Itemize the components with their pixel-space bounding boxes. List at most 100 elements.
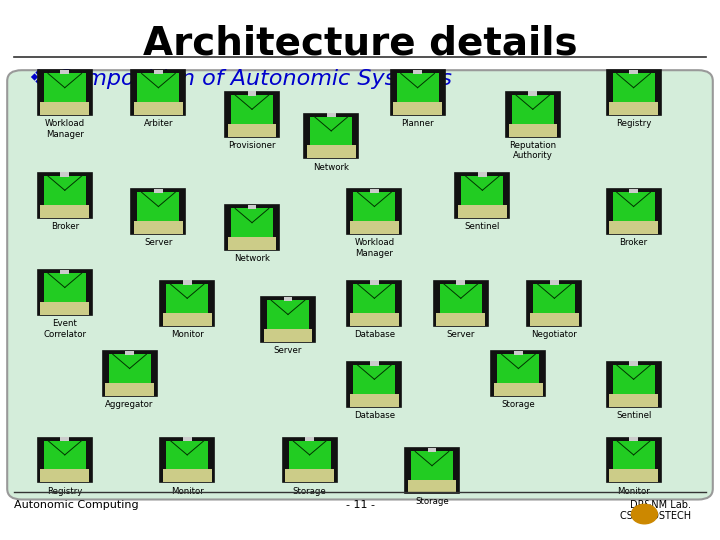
FancyBboxPatch shape [264,329,312,342]
FancyBboxPatch shape [530,313,579,326]
FancyBboxPatch shape [613,441,654,469]
FancyBboxPatch shape [231,95,273,124]
FancyBboxPatch shape [134,221,183,234]
Text: Negotiator: Negotiator [531,330,577,339]
FancyBboxPatch shape [248,91,256,96]
FancyBboxPatch shape [498,354,539,383]
FancyBboxPatch shape [613,192,654,221]
FancyBboxPatch shape [458,205,507,218]
FancyBboxPatch shape [350,313,399,326]
FancyBboxPatch shape [60,269,69,274]
FancyBboxPatch shape [606,190,661,234]
FancyBboxPatch shape [154,188,163,193]
Text: Server: Server [446,330,475,339]
FancyBboxPatch shape [397,73,438,102]
Text: Workload
Manager: Workload Manager [45,119,85,139]
FancyBboxPatch shape [393,102,442,115]
FancyBboxPatch shape [508,124,557,137]
Text: Server: Server [144,238,173,247]
FancyBboxPatch shape [183,437,192,441]
FancyBboxPatch shape [163,313,212,326]
FancyBboxPatch shape [456,280,465,285]
FancyBboxPatch shape [40,205,89,218]
FancyBboxPatch shape [609,102,658,115]
FancyBboxPatch shape [478,172,487,177]
FancyBboxPatch shape [285,469,334,482]
FancyBboxPatch shape [606,71,661,115]
Text: Registry: Registry [616,119,652,129]
Text: Monitor: Monitor [617,487,650,496]
FancyBboxPatch shape [609,221,658,234]
FancyBboxPatch shape [550,280,559,285]
FancyBboxPatch shape [613,73,654,102]
FancyBboxPatch shape [228,124,276,137]
Text: Broker: Broker [50,222,79,231]
FancyBboxPatch shape [370,188,379,193]
FancyBboxPatch shape [310,117,352,145]
Text: Reputation
Authority: Reputation Authority [509,141,557,160]
FancyBboxPatch shape [138,192,179,221]
Text: Sentinel: Sentinel [616,411,652,420]
FancyBboxPatch shape [606,437,661,482]
Text: Event
Correlator: Event Correlator [43,319,86,339]
FancyBboxPatch shape [514,350,523,355]
FancyBboxPatch shape [370,361,379,366]
Text: Autonomic Computing: Autonomic Computing [14,500,139,510]
FancyBboxPatch shape [527,281,582,326]
FancyBboxPatch shape [348,281,402,326]
FancyBboxPatch shape [609,469,658,482]
FancyBboxPatch shape [491,351,546,396]
FancyBboxPatch shape [166,441,208,469]
FancyBboxPatch shape [505,92,560,137]
FancyBboxPatch shape [354,192,395,221]
Text: - 11 -: - 11 - [346,500,374,510]
Circle shape [631,504,657,524]
FancyBboxPatch shape [37,71,92,115]
FancyBboxPatch shape [629,70,638,74]
FancyBboxPatch shape [512,95,554,124]
FancyBboxPatch shape [44,273,86,302]
FancyBboxPatch shape [163,469,212,482]
FancyBboxPatch shape [413,70,422,74]
FancyBboxPatch shape [305,437,314,441]
FancyBboxPatch shape [390,71,444,115]
FancyBboxPatch shape [405,448,459,493]
FancyBboxPatch shape [109,354,150,383]
FancyBboxPatch shape [629,188,638,193]
Text: ❖ Composition of Autonomic Systems: ❖ Composition of Autonomic Systems [29,69,452,89]
FancyBboxPatch shape [37,437,92,482]
FancyBboxPatch shape [7,70,713,500]
FancyBboxPatch shape [348,362,402,407]
Text: Architecture details: Architecture details [143,24,577,62]
FancyBboxPatch shape [350,221,399,234]
Text: Database: Database [354,330,395,339]
Text: DP&NM Lab.
CSE, POSTECH: DP&NM Lab. CSE, POSTECH [620,500,691,521]
FancyBboxPatch shape [411,451,453,480]
FancyBboxPatch shape [606,362,661,407]
Text: Monitor: Monitor [171,487,204,496]
FancyBboxPatch shape [534,284,575,313]
Text: Network: Network [313,163,349,172]
FancyBboxPatch shape [132,71,186,115]
FancyBboxPatch shape [44,73,86,102]
FancyBboxPatch shape [408,480,456,493]
FancyBboxPatch shape [166,284,208,313]
Text: Storage: Storage [415,497,449,507]
FancyBboxPatch shape [40,469,89,482]
Text: Sentinel: Sentinel [464,222,500,231]
FancyBboxPatch shape [354,365,395,394]
Text: Storage: Storage [502,400,535,409]
FancyBboxPatch shape [183,280,192,285]
FancyBboxPatch shape [44,176,86,205]
Text: Monitor: Monitor [171,330,204,339]
FancyBboxPatch shape [440,284,482,313]
Text: Arbiter: Arbiter [144,119,173,129]
FancyBboxPatch shape [289,441,330,469]
FancyBboxPatch shape [125,350,134,355]
FancyBboxPatch shape [267,300,309,329]
FancyBboxPatch shape [348,190,402,234]
FancyBboxPatch shape [494,383,543,396]
FancyBboxPatch shape [60,70,69,74]
FancyBboxPatch shape [37,173,92,218]
FancyBboxPatch shape [307,145,356,158]
